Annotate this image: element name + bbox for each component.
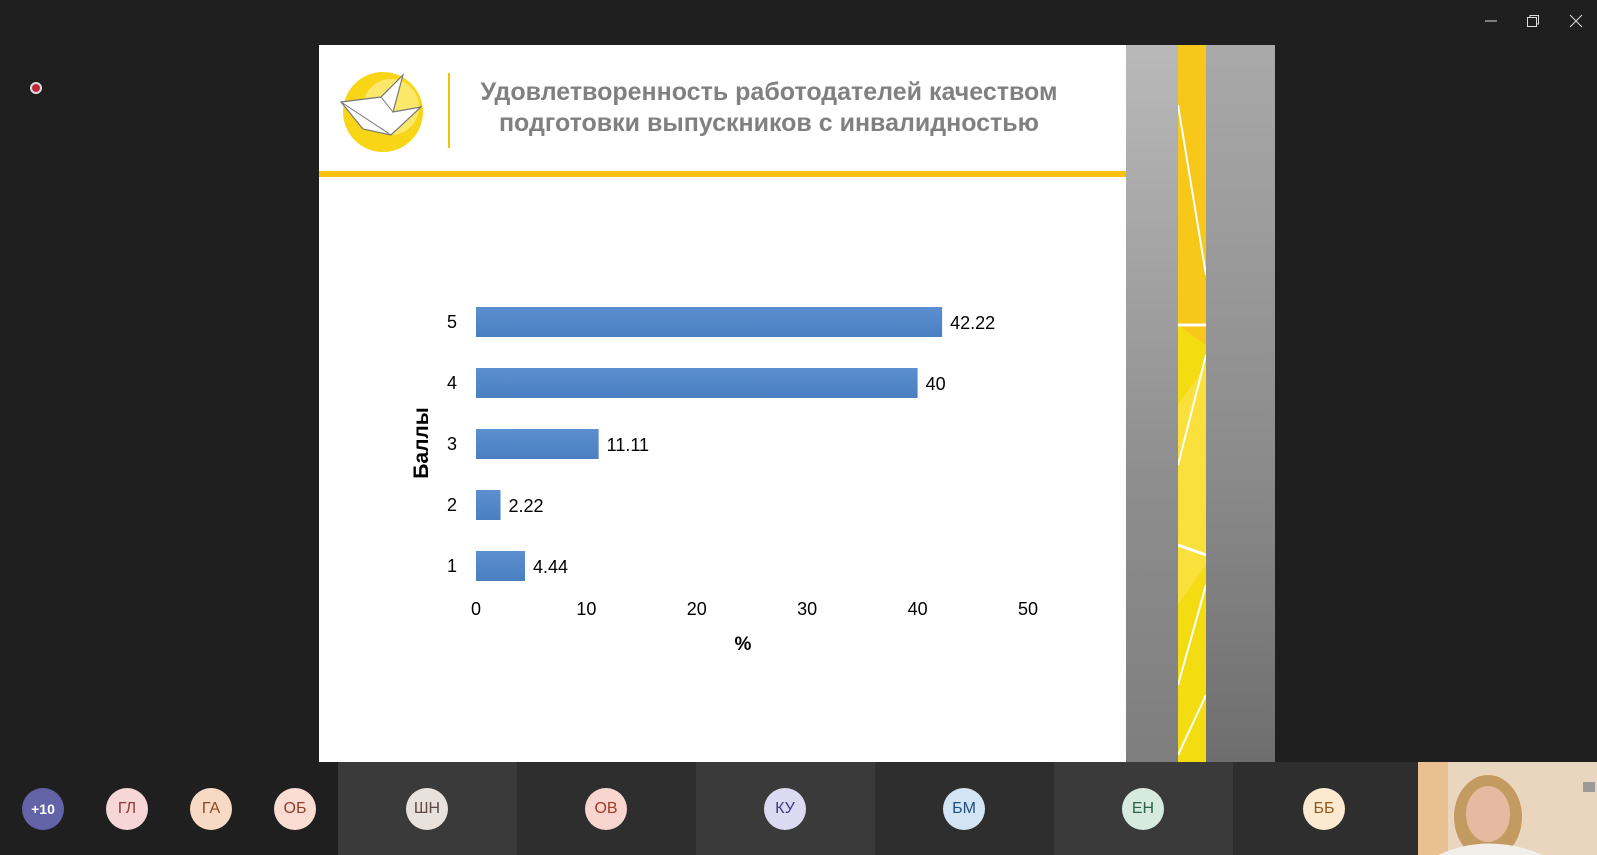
chart-bar [476,551,526,581]
x-axis-label: % [735,634,752,655]
decor-strip-gray [1126,45,1178,762]
chart-bar [476,368,918,398]
y-tick-label: 5 [447,312,457,332]
more-participants-label: +10 [31,801,55,817]
participant-avatar: КУ [764,788,806,830]
record-icon [30,82,42,94]
more-participants-button[interactable]: +10 [22,788,64,830]
decor-strip-gray-outer [1206,45,1275,762]
participant-avatar: ОВ [585,788,627,830]
slide-title-line2: подготовки выпускников с инвалидностью [498,109,1040,137]
participant-initials: ГЛ [117,800,137,817]
participant-avatar[interactable]: ГА [190,788,232,830]
participant-tile[interactable]: КУ [696,762,875,855]
presenter-video[interactable] [1418,762,1597,855]
origami-bird-logo [339,72,423,152]
slide-title: Удовлетворенность работодателей качество… [449,77,1089,139]
chart-bar [476,490,501,520]
chart-bar [476,429,599,459]
x-tick-label: 10 [576,599,596,619]
decor-strip-yellow [1177,45,1207,762]
bar-chart: 5 42.22 4 40 3 11.11 2 2.22 1 4.44 0 10 20 30 40 50% Бал… [410,307,1038,655]
minimize-button[interactable] [1480,10,1502,32]
participant-initials: ОВ [594,800,618,817]
restore-button[interactable] [1522,10,1544,32]
participant-avatar[interactable]: ОБ [274,788,316,830]
participant-initials: КУ [775,800,795,817]
data-label: 2.22 [509,496,544,516]
chart-bar [476,307,943,337]
title-underline [319,171,1179,177]
participant-tile[interactable]: ББ [1233,762,1418,855]
data-label: 4.44 [533,557,568,577]
x-tick-label: 0 [471,599,481,619]
participant-tile[interactable]: ШН [338,762,517,855]
participant-avatar: ББ [1303,788,1345,830]
y-tick-label: 1 [447,556,457,576]
participant-avatar: БМ [943,788,985,830]
participant-tile[interactable]: БМ [875,762,1054,855]
participant-initials: ЕН [1131,800,1155,817]
x-tick-label: 30 [797,599,817,619]
y-tick-label: 3 [447,434,457,454]
restore-icon [1527,15,1539,27]
x-tick-label: 50 [1018,599,1038,619]
participant-avatar: ШН [406,788,448,830]
close-button[interactable] [1565,10,1587,32]
participants-group-left: +10 ГЛ ГА ОБ [0,762,338,855]
x-tick-label: 20 [687,599,707,619]
participant-initials: ОБ [283,800,307,817]
x-tick-label: 40 [908,599,928,619]
y-tick-label: 2 [447,495,457,515]
participant-initials: ББ [1313,800,1335,817]
data-label: 40 [926,374,946,394]
shared-slide: Удовлетворенность работодателей качество… [319,45,1275,762]
participants-bar: +10 ГЛ ГА ОБ ШН ОВ КУ БМ ЕН ББ [0,762,1597,855]
presenter-video-image [1418,762,1597,855]
close-icon [1569,14,1583,28]
participant-avatar: ЕН [1122,788,1164,830]
participant-avatar[interactable]: ГЛ [106,788,148,830]
participant-initials: БМ [952,800,976,817]
slide-title-line1: Удовлетворенность работодателей качество… [480,78,1058,106]
participant-tile[interactable]: ЕН [1054,762,1233,855]
participant-tile[interactable]: ОВ [517,762,696,855]
title-separator [448,73,450,148]
y-axis-label: Баллы [410,407,433,478]
data-label: 42.22 [950,313,995,333]
data-label: 11.11 [607,435,649,455]
participant-initials: ГА [201,800,221,817]
y-tick-label: 4 [447,373,457,393]
participant-initials: ШН [413,800,441,817]
minimize-icon [1485,20,1497,22]
